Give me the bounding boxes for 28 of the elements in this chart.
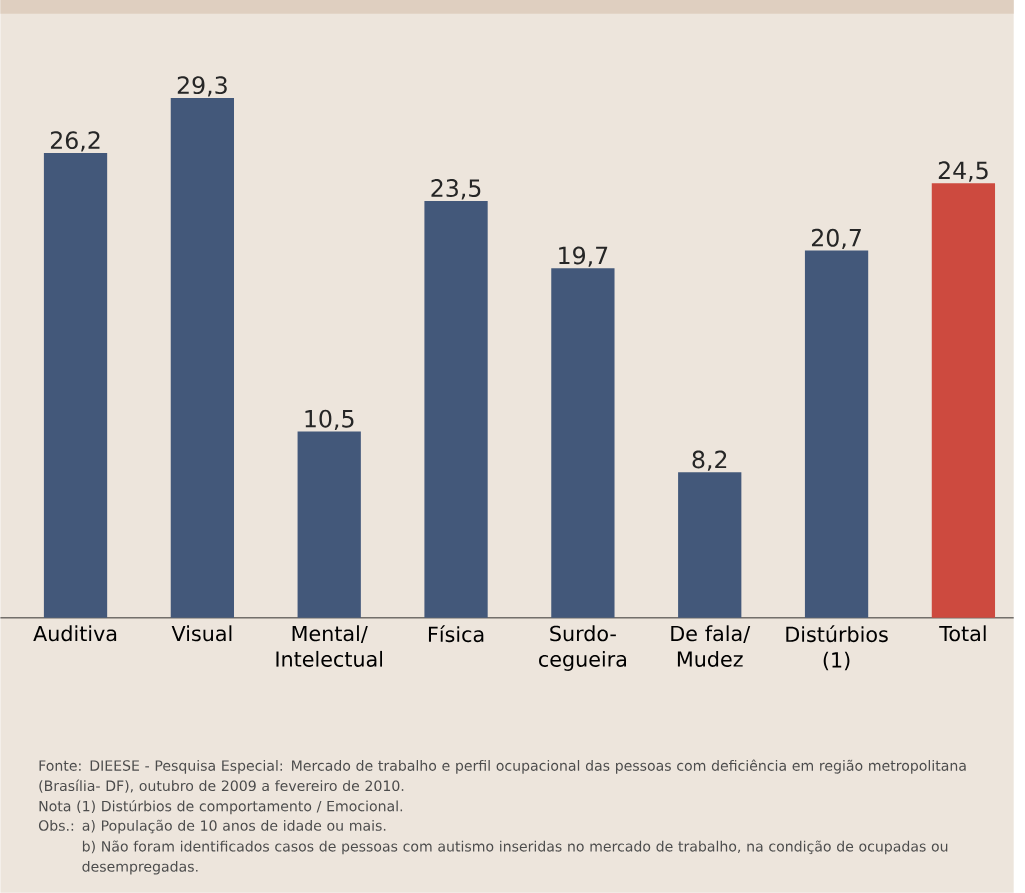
bar xyxy=(170,98,234,619)
x-tick-label: Auditiva xyxy=(33,625,117,642)
data-label: 8,2 xyxy=(692,450,727,472)
text: b) Não foram identificados casos de pessoas com autismo inseridas no mercado de trabalho, na condição de ocupadas ou desempregadas. xyxy=(82,840,948,875)
bar xyxy=(931,183,996,619)
data-label: 23,5 xyxy=(431,179,481,200)
bar xyxy=(424,201,488,619)
bar xyxy=(804,250,869,619)
data-label: 20,7 xyxy=(811,228,861,250)
data-label: 29,3 xyxy=(177,76,227,97)
source-note: Fonte: DIEESE - Pesquisa Especial: Mercado de trabalho e perfil ocupacional das pessoas com deficiência em região metropolitana (Brasília- DF), outubro de 2009 a fevereiro de 2010. xyxy=(39,759,966,793)
x-tick-label: De fala/ Mudez xyxy=(671,625,751,668)
data-label: 26,2 xyxy=(50,131,100,152)
data-label: 19,7 xyxy=(559,246,608,267)
x-tick-label: Visual xyxy=(171,625,232,642)
text: Nota (1) Distúrbios de comportamento / Emocional. xyxy=(39,800,403,815)
text: Obs.: a) População de 10 anos de idade ou mais. xyxy=(38,819,386,834)
bar xyxy=(678,472,742,619)
bar xyxy=(297,431,361,619)
x-tick-label: Física xyxy=(428,625,484,643)
data-label: 10,5 xyxy=(305,409,354,431)
bar xyxy=(551,268,615,619)
x-tick-label: Mental/ Intelectual xyxy=(276,625,383,668)
bar xyxy=(43,153,108,619)
data-label: 24,5 xyxy=(938,161,988,182)
x-tick-label: Total xyxy=(939,625,986,642)
x-tick-label: Surdo-cegueira xyxy=(539,625,626,672)
x-tick-label: Distúrbios (1) xyxy=(786,625,888,671)
